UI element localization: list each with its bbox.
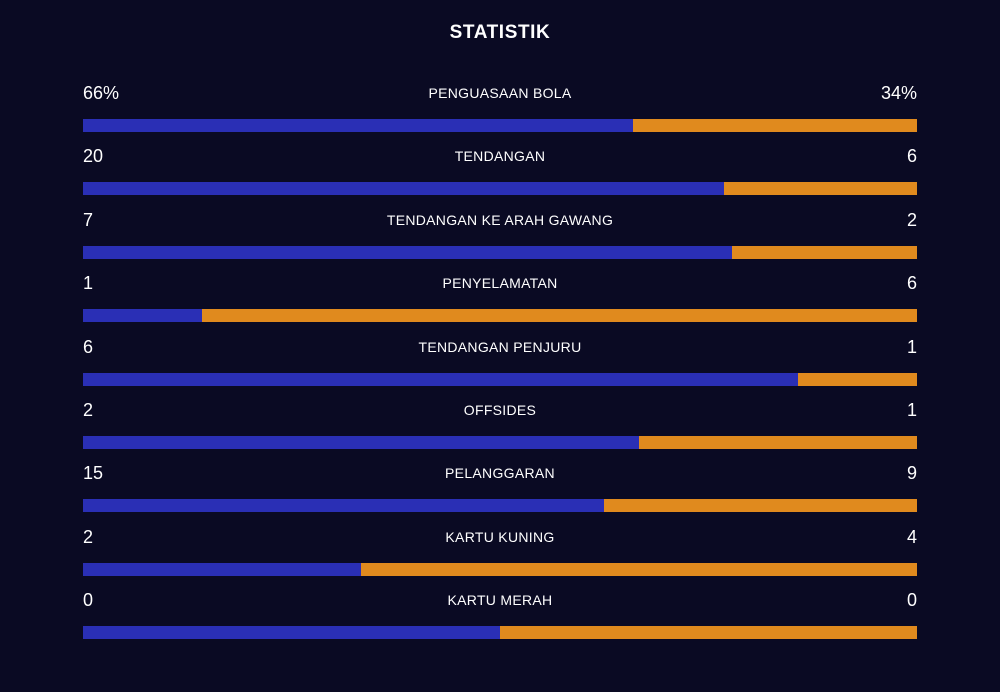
stat-row-header: 0 KARTU MERAH 0 [83,587,917,615]
home-bar-fill [83,245,732,259]
stat-bar [83,372,917,386]
away-value: 34% [880,83,917,103]
away-bar-fill [500,626,917,640]
away-value: 4 [906,526,917,547]
home-value: 1 [83,273,94,294]
stat-row-possession: 66% PENGUASAAN BOLA 34% [83,80,917,143]
home-bar-fill [83,435,640,449]
away-bar-fill [202,309,917,323]
away-value: 6 [906,146,917,167]
stat-row-header: 7 TENDANGAN KE ARAH GAWANG 2 [83,207,917,235]
stat-label: PENGUASAAN BOLA [428,85,572,101]
stat-row-shots-on-target: 7 TENDANGAN KE ARAH GAWANG 2 [83,207,917,270]
home-value: 6 [83,336,94,357]
home-bar-fill [83,562,361,576]
away-bar-fill [633,119,917,132]
stat-bar [83,245,917,259]
stat-row-offsides: 2 OFFSIDES 1 [83,397,917,460]
stat-row-header: 20 TENDANGAN 6 [83,143,917,171]
stat-label: KARTU KUNING [445,528,555,545]
stat-label: PENYELAMATAN [442,275,558,292]
stat-row-header: 66% PENGUASAAN BOLA 34% [83,80,917,108]
away-bar-fill [604,499,917,513]
stat-bar [83,626,917,640]
home-value: 2 [83,399,94,420]
stat-row-yellow-cards: 2 KARTU KUNING 4 [83,524,917,587]
stat-bar [83,499,917,513]
stat-label: OFFSIDES [463,401,537,418]
stat-bar [83,119,917,132]
stat-label: TENDANGAN [454,148,546,165]
stat-row-header: 2 OFFSIDES 1 [83,397,917,425]
stat-row-header: 1 PENYELAMATAN 6 [83,270,917,298]
stat-row-fouls: 15 PELANGGARAN 9 [83,460,917,523]
stat-label: KARTU MERAH [447,592,553,609]
stat-label: TENDANGAN PENJURU [418,338,582,355]
away-bar-fill [797,372,917,386]
home-value: 0 [83,590,94,611]
stat-label: PELANGGARAN [445,465,555,482]
stat-bar [83,182,917,196]
home-bar-fill [83,182,725,196]
stat-label: TENDANGAN KE ARAH GAWANG [386,211,614,228]
away-value: 2 [906,209,917,230]
stat-row-saves: 1 PENYELAMATAN 6 [83,270,917,333]
stat-bar [83,435,917,449]
away-value: 0 [906,590,917,611]
home-value: 2 [83,526,94,547]
away-bar-fill [724,182,917,196]
stat-row-header: 2 KARTU KUNING 4 [83,524,917,552]
stats-title: STATISTIK [449,22,551,43]
home-bar-fill [83,499,605,513]
home-value: 66% [83,83,120,103]
away-bar-fill [731,245,917,259]
stat-bar [83,309,917,323]
home-bar-fill [83,309,203,323]
away-bar-fill [360,562,917,576]
stats-list: 66% PENGUASAAN BOLA 34% 20 TENDANGAN 6 7… [83,80,917,651]
away-value: 1 [906,336,917,357]
away-value: 9 [906,463,917,484]
stat-row-header: 6 TENDANGAN PENJURU 1 [83,334,917,362]
home-bar-fill [83,626,500,640]
stat-row-header: 15 PELANGGARAN 9 [83,460,917,488]
home-bar-fill [83,372,798,386]
away-value: 6 [906,273,917,294]
stat-bar [83,562,917,576]
stat-row-red-cards: 0 KARTU MERAH 0 [83,587,917,650]
stat-row-corners: 6 TENDANGAN PENJURU 1 [83,334,917,397]
home-value: 7 [83,209,94,230]
stat-row-shots: 20 TENDANGAN 6 [83,143,917,206]
home-value: 15 [83,463,104,484]
away-value: 1 [906,399,917,420]
home-value: 20 [83,146,104,167]
home-bar-fill [83,119,634,132]
away-bar-fill [639,435,917,449]
